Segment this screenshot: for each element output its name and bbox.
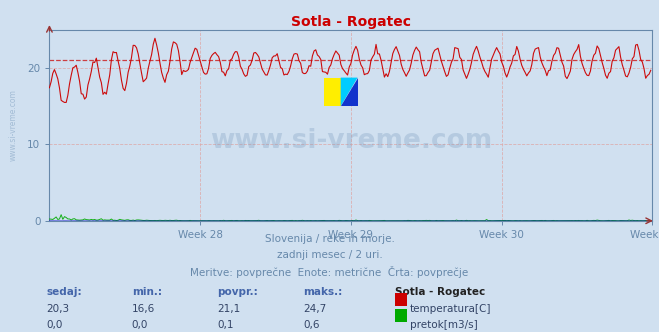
Text: www.si-vreme.com: www.si-vreme.com: [9, 89, 18, 161]
Text: sedaj:: sedaj:: [46, 287, 82, 297]
Text: zadnji mesec / 2 uri.: zadnji mesec / 2 uri.: [277, 250, 382, 260]
Text: 20,3: 20,3: [46, 304, 69, 314]
Text: 16,6: 16,6: [132, 304, 155, 314]
Text: 0,6: 0,6: [303, 320, 320, 330]
Text: 0,0: 0,0: [46, 320, 63, 330]
Text: 21,1: 21,1: [217, 304, 241, 314]
Text: Meritve: povprečne  Enote: metrične  Črta: povprečje: Meritve: povprečne Enote: metrične Črta:…: [190, 266, 469, 278]
Polygon shape: [341, 78, 358, 106]
Text: 0,1: 0,1: [217, 320, 234, 330]
Text: Sotla - Rogatec: Sotla - Rogatec: [395, 287, 486, 297]
Text: Slovenija / reke in morje.: Slovenija / reke in morje.: [264, 234, 395, 244]
Polygon shape: [324, 78, 341, 106]
Text: temperatura[C]: temperatura[C]: [410, 304, 492, 314]
Text: 24,7: 24,7: [303, 304, 326, 314]
Polygon shape: [341, 78, 358, 106]
Text: maks.:: maks.:: [303, 287, 343, 297]
Text: pretok[m3/s]: pretok[m3/s]: [410, 320, 478, 330]
Text: www.si-vreme.com: www.si-vreme.com: [210, 127, 492, 154]
Title: Sotla - Rogatec: Sotla - Rogatec: [291, 15, 411, 29]
Text: povpr.:: povpr.:: [217, 287, 258, 297]
Text: min.:: min.:: [132, 287, 162, 297]
Text: 0,0: 0,0: [132, 320, 148, 330]
